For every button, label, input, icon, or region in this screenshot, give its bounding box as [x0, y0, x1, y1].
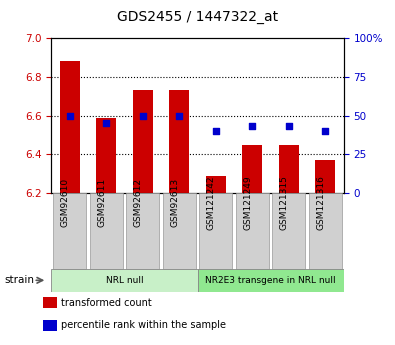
Text: GDS2455 / 1447322_at: GDS2455 / 1447322_at: [117, 10, 278, 24]
Bar: [60, 61, 80, 193]
Text: NRL null: NRL null: [105, 276, 143, 285]
FancyBboxPatch shape: [309, 193, 342, 269]
FancyBboxPatch shape: [51, 269, 198, 292]
Point: [286, 124, 292, 129]
FancyBboxPatch shape: [273, 193, 305, 269]
Point: [103, 120, 109, 126]
Text: GSM92611: GSM92611: [97, 178, 106, 227]
Bar: [315, 160, 335, 193]
Bar: [133, 90, 153, 193]
Text: GSM92612: GSM92612: [134, 178, 143, 227]
Bar: [43, 297, 57, 308]
FancyBboxPatch shape: [198, 269, 344, 292]
Bar: [169, 90, 189, 193]
Point: [249, 124, 256, 129]
Bar: [206, 176, 226, 193]
Text: NR2E3 transgene in NRL null: NR2E3 transgene in NRL null: [205, 276, 336, 285]
Text: strain: strain: [4, 275, 34, 285]
Text: GSM121316: GSM121316: [316, 175, 325, 230]
FancyBboxPatch shape: [163, 193, 196, 269]
Point: [139, 113, 146, 118]
Text: transformed count: transformed count: [62, 298, 152, 308]
Text: percentile rank within the sample: percentile rank within the sample: [62, 320, 226, 330]
FancyBboxPatch shape: [53, 193, 86, 269]
Bar: [43, 320, 57, 331]
FancyBboxPatch shape: [199, 193, 232, 269]
FancyBboxPatch shape: [236, 193, 269, 269]
Text: GSM121242: GSM121242: [207, 175, 216, 229]
Bar: [96, 118, 116, 193]
Point: [322, 128, 329, 134]
Text: GSM92610: GSM92610: [60, 178, 70, 227]
FancyBboxPatch shape: [90, 193, 122, 269]
Point: [66, 113, 73, 118]
FancyBboxPatch shape: [126, 193, 159, 269]
Bar: [242, 145, 262, 193]
Point: [213, 128, 219, 134]
Bar: [279, 145, 299, 193]
Text: GSM92613: GSM92613: [170, 178, 179, 227]
Text: GSM121315: GSM121315: [280, 175, 289, 230]
Text: GSM121249: GSM121249: [243, 175, 252, 230]
Point: [176, 113, 182, 118]
